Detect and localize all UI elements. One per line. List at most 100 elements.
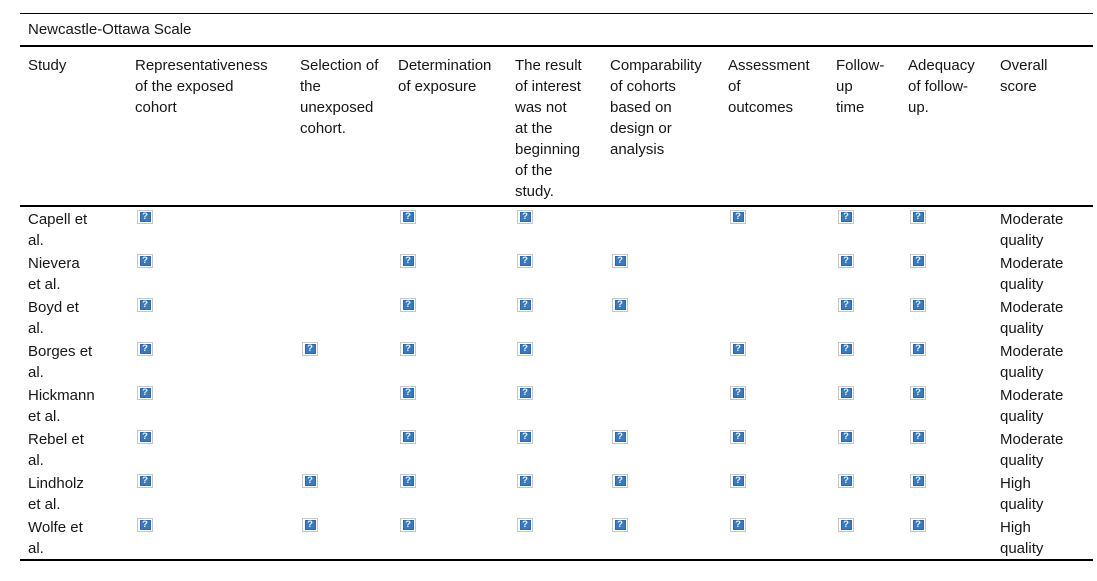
column-header-determination: Determination of exposure — [398, 46, 515, 207]
score-cell-selection: ? — [300, 471, 398, 515]
study-name-cell: Nievera et al. — [28, 255, 80, 293]
study-row: Wolfe et al.???????? High quality — [20, 515, 1093, 560]
score-cell-follow_up_time: ? — [836, 206, 908, 251]
table-title: Newcastle-Ottawa Scale — [20, 13, 1093, 47]
newcastle-ottawa-scale-table: Newcastle-Ottawa Scale Study Representati… — [20, 13, 1093, 561]
question-mark-glyph: ? — [614, 520, 626, 530]
broken-image-icon: ? — [400, 254, 416, 268]
score-cell-determination: ? — [398, 383, 515, 427]
article-page: Newcastle-Ottawa Scale Study Representati… — [20, 13, 1093, 561]
broken-image-icon: ? — [137, 474, 153, 488]
score-cell-comparability — [610, 383, 728, 427]
question-mark-glyph: ? — [732, 432, 744, 442]
score-cell-result_not_at_start: ? — [515, 251, 610, 295]
question-mark-glyph: ? — [519, 476, 531, 486]
broken-image-icon: ? — [137, 298, 153, 312]
broken-image-icon: ? — [400, 342, 416, 356]
score-cell-follow_up_time: ? — [836, 251, 908, 295]
score-cell-follow_up_time: ? — [836, 427, 908, 471]
overall-score-cell: Moderate quality — [1000, 431, 1064, 469]
broken-image-icon: ? — [730, 386, 746, 400]
study-name-cell: Hickmann et al. — [28, 387, 95, 425]
score-cell-follow_up_time: ? — [836, 471, 908, 515]
question-mark-glyph: ? — [840, 344, 852, 354]
question-mark-glyph: ? — [912, 432, 924, 442]
question-mark-glyph: ? — [519, 432, 531, 442]
score-cell-comparability: ? — [610, 427, 728, 471]
broken-image-icon: ? — [400, 518, 416, 532]
question-mark-glyph: ? — [402, 300, 414, 310]
broken-image-icon: ? — [838, 254, 854, 268]
score-cell-result_not_at_start: ? — [515, 339, 610, 383]
broken-image-icon: ? — [612, 518, 628, 532]
broken-image-icon: ? — [838, 430, 854, 444]
broken-image-icon: ? — [137, 430, 153, 444]
broken-image-icon: ? — [612, 298, 628, 312]
overall-score-cell: Moderate quality — [1000, 343, 1064, 381]
question-mark-glyph: ? — [912, 476, 924, 486]
broken-image-icon: ? — [517, 342, 533, 356]
question-mark-glyph: ? — [519, 520, 531, 530]
score-cell-result_not_at_start: ? — [515, 471, 610, 515]
score-cell-assessment: ? — [728, 471, 836, 515]
score-cell-selection — [300, 427, 398, 471]
question-mark-glyph: ? — [614, 476, 626, 486]
broken-image-icon: ? — [730, 210, 746, 224]
question-mark-glyph: ? — [402, 344, 414, 354]
question-mark-glyph: ? — [840, 300, 852, 310]
broken-image-icon: ? — [400, 386, 416, 400]
study-name-cell: Boyd et al. — [28, 299, 79, 337]
broken-image-icon: ? — [302, 342, 318, 356]
question-mark-glyph: ? — [614, 256, 626, 266]
study-row: Rebel et al.??????? Moderate quality — [20, 427, 1093, 471]
broken-image-icon: ? — [838, 210, 854, 224]
score-cell-result_not_at_start: ? — [515, 295, 610, 339]
study-row: Capell et al.?????? Moderate quality — [20, 206, 1093, 251]
broken-image-icon: ? — [910, 518, 926, 532]
broken-image-icon: ? — [400, 210, 416, 224]
score-cell-adequacy_follow_up: ? — [908, 471, 1000, 515]
question-mark-glyph: ? — [139, 388, 151, 398]
broken-image-icon: ? — [612, 474, 628, 488]
column-header-study: Study — [20, 46, 135, 207]
broken-image-icon: ? — [137, 518, 153, 532]
question-mark-glyph: ? — [840, 432, 852, 442]
score-cell-adequacy_follow_up: ? — [908, 251, 1000, 295]
broken-image-icon: ? — [910, 254, 926, 268]
score-cell-selection — [300, 383, 398, 427]
broken-image-icon: ? — [612, 430, 628, 444]
column-header-overall_score: Overall score — [1000, 46, 1093, 207]
question-mark-glyph: ? — [519, 256, 531, 266]
broken-image-icon: ? — [400, 298, 416, 312]
question-mark-glyph: ? — [614, 432, 626, 442]
question-mark-glyph: ? — [139, 300, 151, 310]
score-cell-follow_up_time: ? — [836, 515, 908, 560]
broken-image-icon: ? — [302, 474, 318, 488]
broken-image-icon: ? — [517, 430, 533, 444]
broken-image-icon: ? — [137, 386, 153, 400]
score-cell-adequacy_follow_up: ? — [908, 515, 1000, 560]
column-header-representativeness: Representativeness of the exposed cohort — [135, 46, 300, 207]
broken-image-icon: ? — [910, 386, 926, 400]
column-header-comparability: Comparability of cohorts based on design… — [610, 46, 728, 207]
score-cell-follow_up_time: ? — [836, 295, 908, 339]
question-mark-glyph: ? — [519, 300, 531, 310]
study-name-cell: Lindholz et al. — [28, 475, 84, 513]
question-mark-glyph: ? — [139, 520, 151, 530]
score-cell-assessment: ? — [728, 383, 836, 427]
score-cell-selection — [300, 251, 398, 295]
question-mark-glyph: ? — [840, 520, 852, 530]
question-mark-glyph: ? — [304, 476, 316, 486]
broken-image-icon: ? — [910, 342, 926, 356]
question-mark-glyph: ? — [840, 388, 852, 398]
broken-image-icon: ? — [838, 342, 854, 356]
broken-image-icon: ? — [730, 474, 746, 488]
question-mark-glyph: ? — [732, 344, 744, 354]
study-row: Lindholz et al.???????? High quality — [20, 471, 1093, 515]
score-cell-representativeness: ? — [135, 339, 300, 383]
study-name-cell: Borges et al. — [28, 343, 93, 381]
score-cell-comparability — [610, 206, 728, 251]
score-cell-assessment — [728, 295, 836, 339]
score-cell-representativeness: ? — [135, 383, 300, 427]
broken-image-icon: ? — [517, 518, 533, 532]
